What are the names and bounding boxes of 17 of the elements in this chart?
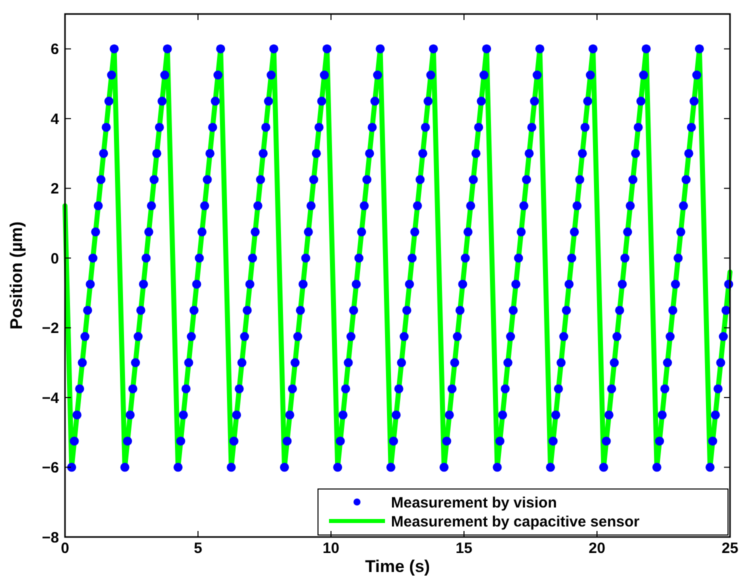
- y-tick-label: −8: [42, 529, 59, 546]
- y-tick-label: −6: [42, 460, 59, 477]
- y-tick-label: −4: [42, 390, 60, 407]
- y-axis-title: Position (µm): [7, 221, 26, 330]
- y-tick-label: 4: [50, 110, 60, 128]
- y-tick-label: 0: [50, 250, 59, 268]
- x-tick-label: 10: [322, 540, 340, 557]
- x-tick-label: 25: [722, 540, 738, 557]
- legend-label: Measurement by capacitive sensor: [391, 513, 640, 530]
- y-tick-label: 2: [50, 180, 59, 198]
- y-tick-label: −2: [42, 320, 59, 338]
- legend-label: Measurement by vision: [391, 494, 557, 512]
- y-tick-label: 6: [50, 41, 59, 58]
- x-tick-label: 15: [456, 540, 472, 557]
- x-tick-label: 20: [588, 540, 606, 557]
- x-tick-label: 5: [194, 540, 202, 557]
- x-axis-title: Time (s): [365, 557, 430, 576]
